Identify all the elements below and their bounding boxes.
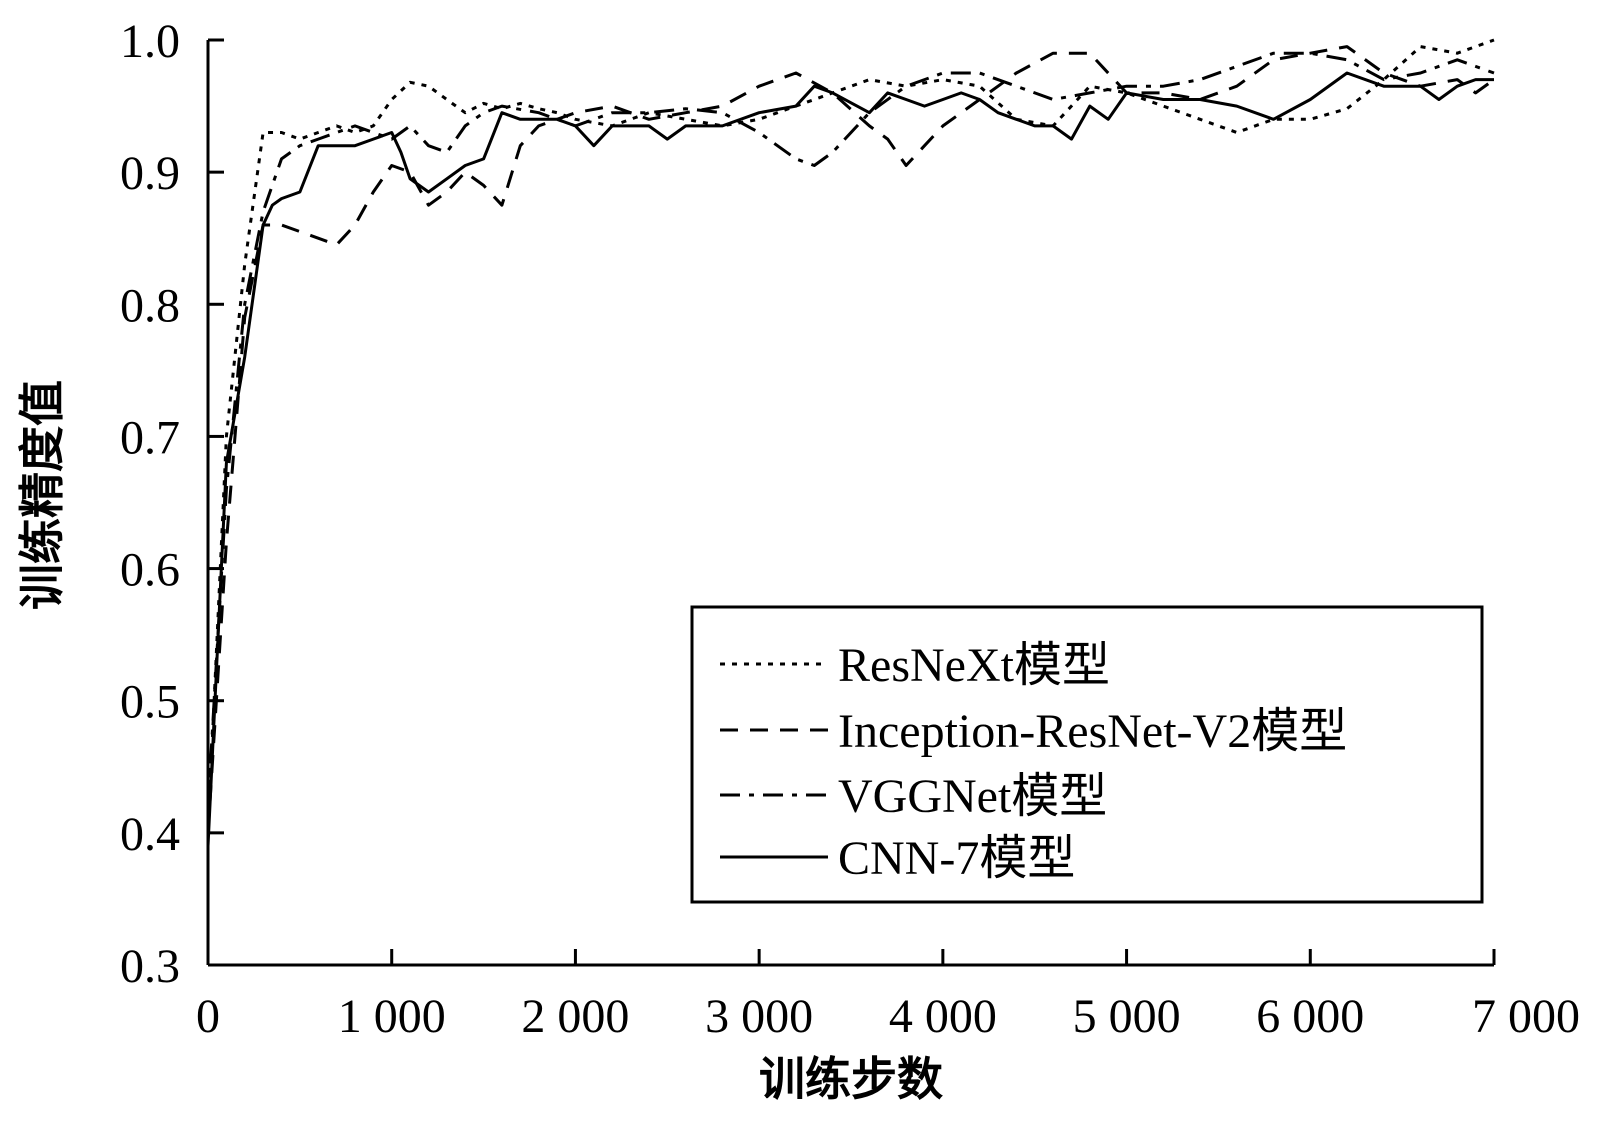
y-tick-label: 0.7 bbox=[120, 411, 180, 464]
y-tick-label: 0.4 bbox=[120, 808, 180, 861]
legend-label-2: VGGNet模型 bbox=[838, 770, 1107, 823]
x-tick-label: 7 000 bbox=[1472, 990, 1580, 1043]
x-tick-label: 1 000 bbox=[338, 990, 446, 1043]
y-tick-label: 0.3 bbox=[120, 940, 180, 993]
x-tick-label: 0 bbox=[196, 990, 220, 1043]
series-line-3 bbox=[206, 71, 1494, 847]
y-tick-label: 0.6 bbox=[120, 544, 180, 597]
y-tick-label: 0.5 bbox=[120, 676, 180, 729]
x-tick-label: 3 000 bbox=[705, 990, 813, 1043]
x-tick-label: 6 000 bbox=[1256, 990, 1364, 1043]
y-axis-title: 训练精度值 bbox=[15, 380, 69, 610]
y-tick-label: 1.0 bbox=[120, 15, 180, 68]
series-line-1 bbox=[206, 45, 1495, 833]
legend-label-3: CNN-7模型 bbox=[838, 832, 1075, 885]
x-axis-title: 训练步数 bbox=[759, 1052, 943, 1106]
x-tick-label: 5 000 bbox=[1073, 990, 1181, 1043]
x-axis-ticks: 0 1 000 2 000 3 000 4 000 5 000 6 000 7 000 bbox=[196, 949, 1580, 1043]
y-tick-label: 0.9 bbox=[120, 147, 180, 200]
x-tick-label: 4 000 bbox=[889, 990, 997, 1043]
y-tick-label: 0.8 bbox=[120, 279, 180, 332]
legend-box bbox=[690, 605, 1484, 904]
x-tick-label: 2 000 bbox=[521, 990, 629, 1043]
plot-lines bbox=[206, 38, 1495, 847]
y-axis-ticks: 0.3 0.4 0.5 0.6 0.7 0.8 0.9 1.0 bbox=[120, 15, 224, 993]
legend: ResNeXt模型 Inception-ResNet-V2模型 VGGNet模型 CN… bbox=[690, 605, 1484, 904]
legend-label-0: ResNeXt模型 bbox=[838, 639, 1110, 692]
legend-label-1: Inception-ResNet-V2模型 bbox=[838, 705, 1347, 758]
